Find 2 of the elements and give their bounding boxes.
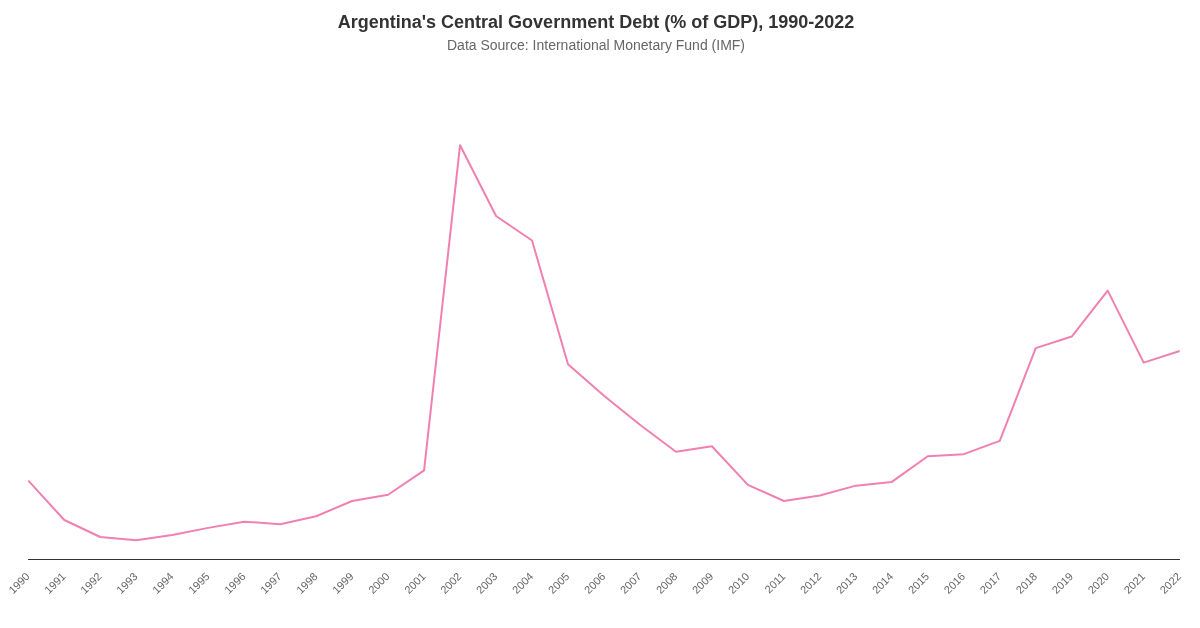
chart-title: Argentina's Central Government Debt (% of GDP), 1990-2022	[337, 11, 855, 32]
chart-subtitle: Data Source: International Monetary Fund (IMF)	[446, 36, 746, 53]
